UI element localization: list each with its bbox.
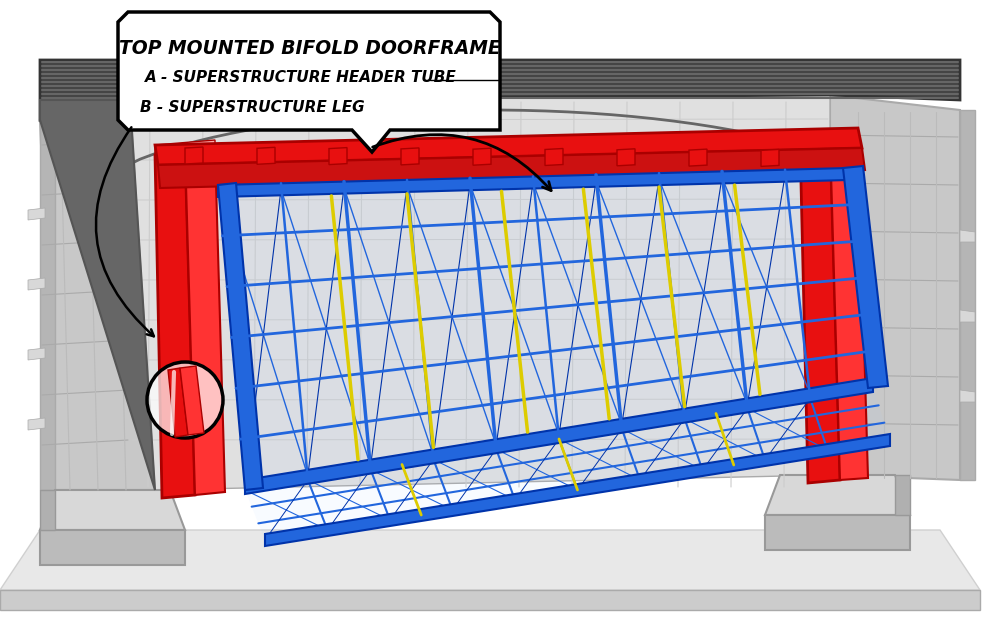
Polygon shape — [843, 166, 888, 388]
Polygon shape — [40, 490, 55, 530]
Circle shape — [147, 362, 223, 438]
Polygon shape — [28, 348, 45, 360]
Polygon shape — [245, 388, 890, 540]
Polygon shape — [185, 147, 203, 164]
Polygon shape — [960, 310, 975, 322]
Text: A - SUPERSTRUCTURE HEADER TUBE: A - SUPERSTRUCTURE HEADER TUBE — [145, 71, 456, 86]
Polygon shape — [800, 138, 840, 483]
Polygon shape — [155, 150, 195, 498]
Polygon shape — [130, 95, 830, 490]
Polygon shape — [185, 148, 225, 495]
Polygon shape — [765, 515, 910, 550]
Polygon shape — [329, 147, 347, 164]
Polygon shape — [830, 136, 868, 480]
Polygon shape — [118, 12, 500, 152]
Polygon shape — [40, 530, 185, 565]
Polygon shape — [158, 148, 865, 188]
Polygon shape — [40, 490, 185, 530]
Polygon shape — [155, 140, 215, 155]
Polygon shape — [40, 120, 55, 490]
Polygon shape — [28, 208, 45, 220]
Polygon shape — [689, 149, 707, 166]
Polygon shape — [257, 147, 275, 164]
Polygon shape — [40, 60, 960, 120]
Polygon shape — [895, 475, 910, 515]
Polygon shape — [960, 230, 975, 242]
Polygon shape — [28, 418, 45, 430]
Polygon shape — [0, 590, 980, 610]
Polygon shape — [617, 149, 635, 166]
Polygon shape — [218, 168, 873, 490]
Polygon shape — [40, 100, 155, 490]
Polygon shape — [245, 378, 873, 494]
Polygon shape — [40, 100, 155, 490]
Polygon shape — [28, 278, 45, 290]
Polygon shape — [800, 128, 858, 140]
Polygon shape — [473, 148, 491, 165]
Polygon shape — [265, 434, 890, 546]
Polygon shape — [0, 530, 980, 590]
Polygon shape — [761, 149, 779, 166]
Text: B - SUPERSTRUCTURE LEG: B - SUPERSTRUCTURE LEG — [140, 101, 364, 115]
Polygon shape — [545, 149, 563, 166]
Polygon shape — [180, 366, 204, 435]
Polygon shape — [960, 110, 975, 480]
Polygon shape — [960, 390, 975, 402]
Polygon shape — [765, 475, 910, 515]
Polygon shape — [218, 183, 263, 490]
Polygon shape — [218, 168, 848, 197]
Polygon shape — [830, 95, 960, 480]
Text: TOP MOUNTED BIFOLD DOORFRAME: TOP MOUNTED BIFOLD DOORFRAME — [119, 38, 501, 57]
Polygon shape — [401, 148, 419, 165]
Polygon shape — [168, 368, 188, 437]
Polygon shape — [155, 128, 862, 165]
